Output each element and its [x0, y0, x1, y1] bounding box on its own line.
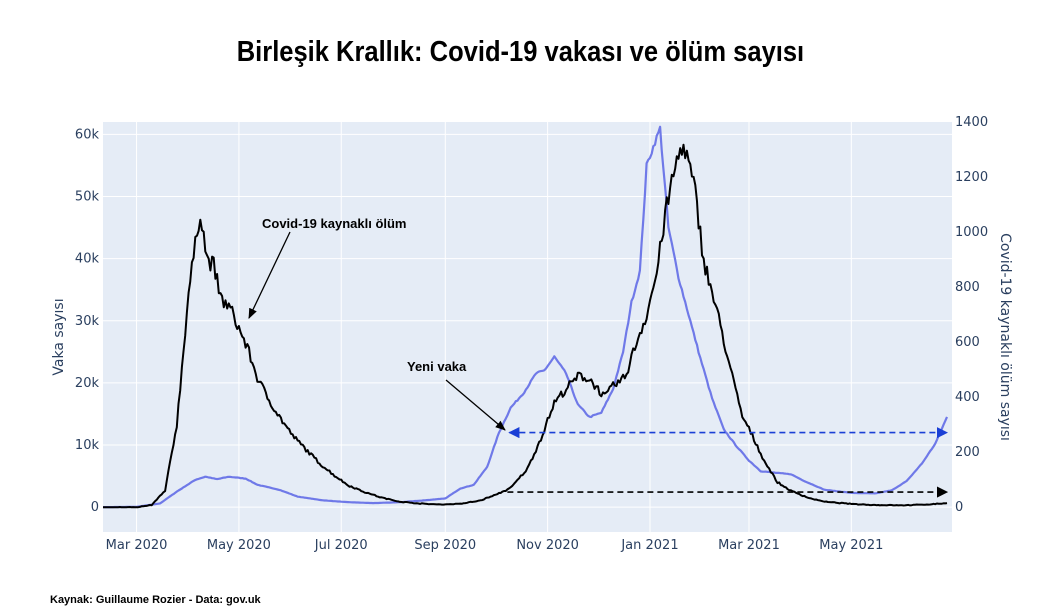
tick-labels: 0 10k 20k 30k 40k 50k 60k 0 200 400 600 800 1000 1200… — [75, 115, 988, 553]
x-tick-label: Mar 2020 — [106, 538, 168, 553]
source-note: Kaynak: Guillaume Rozier - Data: gov.uk — [50, 594, 261, 606]
y-left-tick-label: 0 — [91, 500, 99, 515]
x-tick-label: May 2021 — [819, 538, 883, 553]
y-right-tick-label: 400 — [955, 390, 980, 405]
y-left-tick-label: 50k — [75, 190, 100, 205]
deaths-annotation: Covid-19 kaynaklı ölüm — [262, 216, 407, 231]
grid-lines — [103, 122, 952, 532]
y-left-axis-title: Vaka sayısı — [51, 298, 67, 375]
x-tick-label: Sep 2020 — [414, 538, 476, 553]
deaths-annotation-arrow — [248, 231, 291, 319]
plot-area — [103, 122, 952, 532]
cases-annotation: Yeni vaka — [407, 359, 467, 374]
chart-title: Birleşik Krallık: Covid-19 vakası ve ölü… — [236, 36, 805, 68]
series-layer — [103, 125, 949, 509]
reference-arrows — [507, 427, 949, 498]
y-right-tick-label: 1200 — [955, 170, 988, 185]
y-right-axis-title: Covid-19 kaynaklı ölüm sayısı — [997, 233, 1013, 441]
y-left-tick-label: 10k — [75, 438, 100, 453]
y-left-tick-label: 40k — [75, 252, 100, 267]
y-right-tick-label: 200 — [955, 445, 980, 460]
y-left-tick-label: 60k — [75, 127, 100, 142]
x-tick-label: Jul 2020 — [314, 538, 368, 553]
x-tick-label: Jan 2021 — [620, 538, 678, 553]
y-left-tick-label: 30k — [75, 314, 100, 329]
cases-annotation-arrow — [445, 379, 506, 431]
x-tick-label: May 2020 — [207, 538, 271, 553]
y-right-tick-label: 600 — [955, 335, 980, 350]
x-tick-label: Nov 2020 — [516, 538, 579, 553]
cases-series-line — [103, 125, 949, 509]
y-right-tick-label: 0 — [955, 500, 963, 515]
y-right-tick-label: 1400 — [955, 115, 988, 130]
y-right-tick-label: 1000 — [955, 225, 988, 240]
y-left-tick-label: 20k — [75, 376, 100, 391]
x-tick-label: Mar 2021 — [718, 538, 780, 553]
deaths-series-line — [103, 143, 948, 509]
y-right-tick-label: 800 — [955, 280, 980, 295]
